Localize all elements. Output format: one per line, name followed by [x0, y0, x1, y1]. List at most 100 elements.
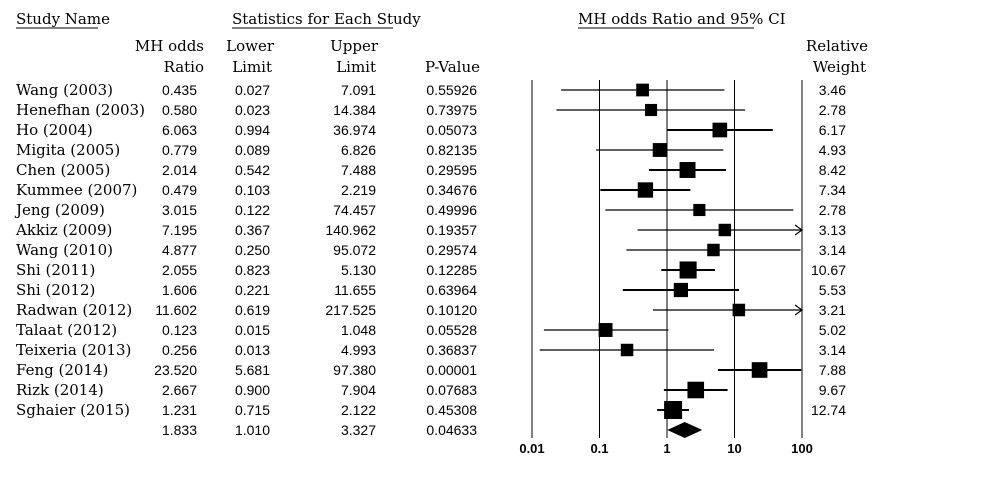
p-value: 0.05073 — [426, 122, 477, 138]
upper-limit: 1.048 — [341, 322, 376, 338]
p-value: 0.00001 — [426, 362, 477, 378]
point-estimate — [620, 343, 634, 357]
table-row: Ho (2004) 6.063 0.994 36.974 0.05073 6.17 — [16, 121, 846, 139]
point-estimate — [652, 143, 667, 157]
study-name: Feng (2014) — [16, 361, 108, 379]
col-header-weight-2: Weight — [813, 58, 866, 76]
study-ci — [556, 103, 746, 117]
table-row: Rizk (2014) 2.667 0.900 7.904 0.07683 9.67 — [16, 381, 846, 399]
col-header-lower-1: Lower — [226, 37, 275, 55]
table-row: Shi (2012) 1.606 0.221 11.655 0.63964 5.53 — [16, 281, 846, 299]
col-header-upper-2: Limit — [336, 58, 376, 76]
p-value: 0.05528 — [426, 322, 477, 338]
point-estimate — [707, 243, 720, 257]
relative-weight: 3.46 — [819, 82, 846, 98]
table-row: Talaat (2012) 0.123 0.015 1.048 0.05528 5.02 — [16, 321, 846, 339]
study-ci — [661, 261, 715, 279]
point-estimate — [751, 362, 768, 378]
upper-limit: 140.962 — [325, 222, 376, 238]
study-name: Radwan (2012) — [16, 301, 132, 319]
study-ci — [543, 323, 669, 337]
upper-limit: 217.525 — [325, 302, 376, 318]
relative-weight: 3.14 — [819, 242, 846, 258]
point-estimate — [644, 103, 658, 117]
relative-weight: 4.93 — [819, 142, 846, 158]
upper-limit: 95.072 — [333, 242, 376, 258]
p-value: 0.36837 — [426, 342, 477, 358]
p-value: 0.10120 — [426, 302, 477, 318]
study-ci — [605, 203, 794, 217]
point-estimate — [718, 223, 732, 237]
p-value: 0.49996 — [426, 202, 477, 218]
relative-weight: 6.17 — [819, 122, 846, 138]
x-tick-label: 10 — [727, 441, 741, 456]
lower-limit: 0.013 — [235, 342, 270, 358]
x-tick-label: 1 — [663, 441, 670, 456]
x-tick-label: 0.1 — [590, 441, 608, 456]
study-name: Teixeria (2013) — [16, 341, 131, 359]
table-row: Wang (2003) 0.435 0.027 7.091 0.55926 3.46 — [16, 81, 846, 99]
relative-weight: 2.78 — [819, 102, 846, 118]
p-value: 0.29595 — [426, 162, 477, 178]
ci-arrow — [794, 224, 804, 236]
summary-p: 0.04633 — [426, 422, 477, 438]
or-value: 7.195 — [162, 222, 197, 238]
study-ci — [652, 303, 804, 317]
study-ci — [622, 282, 739, 298]
table-row: Shi (2011) 2.055 0.823 5.130 0.12285 10.67 — [16, 261, 846, 279]
study-name: Shi (2011) — [16, 261, 95, 279]
or-value: 23.520 — [154, 362, 197, 378]
col-header-or-1: MH odds — [135, 37, 204, 55]
upper-limit: 6.826 — [341, 142, 376, 158]
relative-weight: 9.67 — [819, 382, 846, 398]
p-value: 0.73975 — [426, 102, 477, 118]
or-value: 2.667 — [162, 382, 197, 398]
or-value: 3.015 — [162, 202, 197, 218]
upper-limit: 97.380 — [333, 362, 376, 378]
point-estimate — [687, 381, 705, 399]
p-value: 0.34676 — [426, 182, 477, 198]
p-value: 0.45308 — [426, 402, 477, 418]
summary-upper: 3.327 — [341, 422, 376, 438]
study-name: Sghaier (2015) — [16, 401, 130, 419]
point-estimate — [598, 323, 613, 337]
upper-limit: 74.457 — [333, 202, 376, 218]
or-value: 4.877 — [162, 242, 197, 258]
lower-limit: 0.023 — [235, 102, 270, 118]
relative-weight: 3.13 — [819, 222, 846, 238]
study-name: Jeng (2009) — [14, 201, 105, 219]
study-name: Wang (2010) — [16, 241, 113, 259]
p-value: 0.19357 — [426, 222, 477, 238]
study-ci — [561, 83, 725, 97]
header-ci-title: MH odds Ratio and 95% CI — [578, 10, 786, 28]
col-header-lower-2: Limit — [232, 58, 272, 76]
or-value: 1.231 — [162, 402, 197, 418]
study-name: Wang (2003) — [16, 81, 113, 99]
ci-arrow — [794, 304, 804, 316]
upper-limit: 4.993 — [341, 342, 376, 358]
study-ci — [596, 143, 724, 157]
header-study-name: Study Name — [16, 10, 110, 28]
relative-weight: 3.14 — [819, 342, 846, 358]
study-ci — [600, 182, 691, 198]
relative-weight: 5.02 — [819, 322, 846, 338]
table-row: Kummee (2007) 0.479 0.103 2.219 0.34676 7.34 — [16, 181, 846, 199]
x-tick-label: 100 — [791, 441, 813, 456]
point-estimate — [637, 182, 654, 198]
point-estimate — [679, 261, 697, 279]
upper-limit: 2.219 — [341, 182, 376, 198]
p-value: 0.63964 — [426, 282, 477, 298]
or-value: 0.435 — [162, 82, 197, 98]
summary-diamond — [667, 422, 703, 438]
point-estimate — [673, 282, 689, 298]
p-value: 0.07683 — [426, 382, 477, 398]
p-value: 0.55926 — [426, 82, 477, 98]
lower-limit: 0.367 — [235, 222, 270, 238]
col-header-or-2: Ratio — [164, 58, 204, 76]
table-row: Sghaier (2015) 1.231 0.715 2.122 0.45308 12.7… — [16, 401, 846, 419]
study-ci — [637, 223, 804, 237]
study-ci — [663, 381, 728, 399]
lower-limit: 0.994 — [235, 122, 270, 138]
or-value: 11.602 — [155, 302, 197, 318]
